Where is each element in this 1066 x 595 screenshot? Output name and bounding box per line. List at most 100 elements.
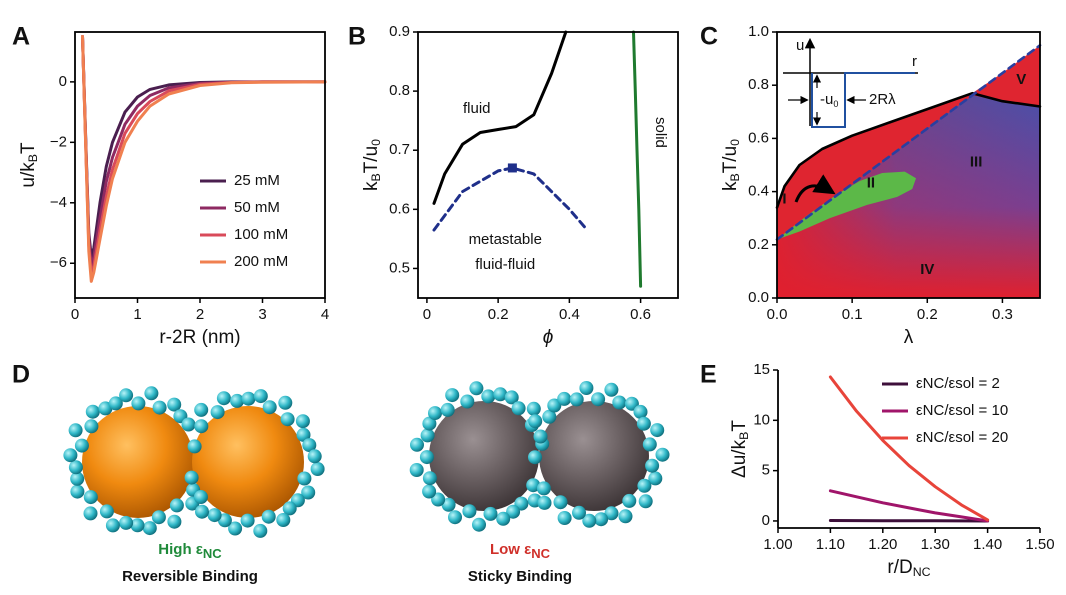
ligand-bead xyxy=(557,511,572,525)
y-tick-label: 0 xyxy=(59,73,67,90)
label-part: High ε xyxy=(158,541,203,558)
y-tick-label: 0.0 xyxy=(748,289,769,306)
ligand-bead xyxy=(253,389,268,404)
ligand-bead xyxy=(194,419,209,434)
ligand-bead xyxy=(195,504,209,519)
inset-label: -u0 xyxy=(820,91,838,109)
label-part: λ xyxy=(904,327,914,348)
nanocrystal xyxy=(192,406,304,518)
ligand-bead xyxy=(594,512,609,527)
legend-label: 50 mM xyxy=(234,199,280,216)
ligand-bead xyxy=(70,471,85,486)
label-part: B xyxy=(369,173,383,181)
ligand-bead xyxy=(481,389,496,404)
ligand-bead xyxy=(428,406,442,421)
legend-label: εNC/εsol = 20 xyxy=(916,429,1008,446)
label-part: 0 xyxy=(833,99,838,109)
ligand-bead xyxy=(553,495,568,510)
series-line xyxy=(775,44,1042,241)
ligand-bead xyxy=(70,484,85,499)
ligand-bead xyxy=(440,402,455,417)
region-label: IV xyxy=(920,261,934,278)
ligand-bead xyxy=(280,412,295,427)
y-tick-label: 1.0 xyxy=(748,23,769,40)
ligand-bead xyxy=(167,397,182,412)
y-tick-label: 0.6 xyxy=(748,129,769,146)
panel-letter: C xyxy=(700,23,718,51)
nanocrystal xyxy=(82,406,194,518)
ligand-bead xyxy=(131,396,146,411)
x-tick-label: 0.3 xyxy=(992,306,1013,323)
y-tick-label: 0.5 xyxy=(389,259,410,276)
ligand-bead xyxy=(187,439,202,454)
y-tick-label: 15 xyxy=(753,361,770,378)
ligand-bead xyxy=(511,401,526,416)
ligand-bead xyxy=(253,523,268,538)
ligand-bead xyxy=(307,449,322,464)
label-part: B xyxy=(737,432,751,440)
x-tick-label: 0.6 xyxy=(630,306,651,323)
phase-region xyxy=(777,95,1040,299)
ligand-bead xyxy=(296,427,311,442)
legend-label: 100 mM xyxy=(234,226,288,243)
ligand-bead xyxy=(642,437,657,452)
annotation: metastable xyxy=(469,231,542,248)
y-tick-label: 0.8 xyxy=(748,76,769,93)
y-tick-label: 0.7 xyxy=(389,141,410,158)
x-tick-label: 1.10 xyxy=(816,536,845,553)
ligand-bead xyxy=(142,521,157,536)
legend-label: εNC/εsol = 10 xyxy=(916,402,1008,419)
x-tick-label: 1.50 xyxy=(1025,536,1054,553)
y-tick-label: 0.8 xyxy=(389,82,410,99)
region-ii xyxy=(777,171,917,240)
inset-potential: u r -u0 2Rλ xyxy=(783,37,918,128)
ligand-bead xyxy=(144,386,159,401)
ligand-bead xyxy=(130,518,145,533)
plot-frame xyxy=(776,31,1041,299)
ligand-bead xyxy=(422,416,437,431)
x-tick-label: 0.2 xyxy=(917,306,938,323)
series-line xyxy=(828,375,990,522)
ligand-bead xyxy=(483,506,498,521)
ligand-bead xyxy=(193,490,208,504)
label-part: T/u xyxy=(361,146,382,173)
ligand-bead xyxy=(528,414,543,429)
x-axis-label: r/DNC xyxy=(887,557,930,579)
annotation: fluid-fluid xyxy=(475,256,535,273)
y-axis-label: Δu/kBT xyxy=(729,420,751,478)
caption-line: High εNC xyxy=(158,541,222,561)
caption-line: Reversible Binding xyxy=(122,568,258,585)
panel-letter: B xyxy=(348,23,366,51)
ligand-bead xyxy=(460,394,475,409)
ligand-bead xyxy=(194,402,209,417)
x-tick-label: 2 xyxy=(196,306,204,323)
ligand-bead xyxy=(151,510,166,525)
series-line xyxy=(828,519,990,523)
y-tick-label: 0.4 xyxy=(748,183,769,200)
legend-label: 200 mM xyxy=(234,253,288,270)
series-line xyxy=(432,30,568,205)
caption-line: Sticky Binding xyxy=(468,568,572,585)
ligand-bead xyxy=(152,400,167,415)
label-part: B xyxy=(728,173,742,181)
ligand-bead xyxy=(645,458,660,473)
ligand-bead xyxy=(68,423,83,438)
y-tick-label: −2 xyxy=(50,133,67,150)
ligand-bead xyxy=(302,438,317,453)
panel: A 0 1 2 3 4 −6 −4 −2 0 r-2R (nm) u/kBT 25 mM 50 mM 100… xyxy=(12,23,329,348)
ligand-bead xyxy=(441,497,456,512)
plot-frame xyxy=(417,31,679,299)
ligand-bead xyxy=(528,450,542,465)
ligand-bead xyxy=(282,501,297,516)
ligand-bead xyxy=(84,419,99,434)
ligand-bead xyxy=(638,494,653,509)
ligand-bead xyxy=(612,395,627,410)
x-tick-label: 0 xyxy=(71,306,79,323)
panel: C0.0 0.1 0.2 0.30.00.20.40.60.81.0λkBT/u0II… xyxy=(700,23,1042,348)
series-line xyxy=(432,166,589,232)
label-part: NC xyxy=(203,546,222,561)
ligand-bead xyxy=(230,393,245,408)
ligand-bead xyxy=(105,518,120,533)
ligand-bead xyxy=(85,404,100,419)
